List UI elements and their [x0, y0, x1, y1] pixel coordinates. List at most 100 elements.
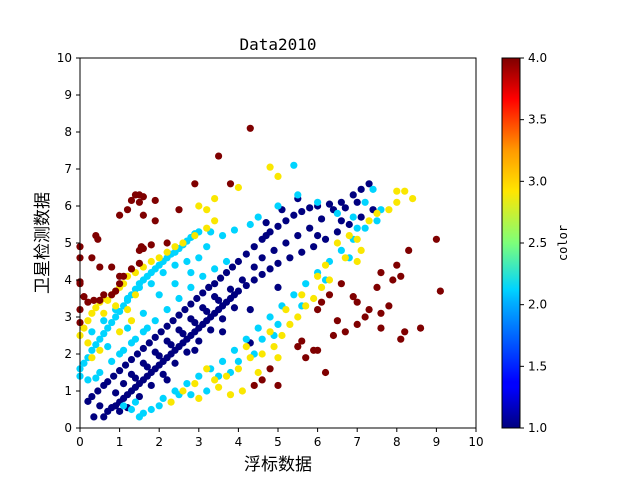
data-point-color-2	[211, 265, 219, 273]
data-point-color-2	[100, 317, 108, 325]
data-point-color-3	[409, 195, 417, 203]
data-point-color-3	[88, 354, 96, 362]
data-point-color-3	[286, 320, 294, 328]
x-tick-label: 8	[393, 435, 401, 449]
data-point-color-3	[246, 354, 254, 362]
data-point-color-4	[123, 206, 132, 214]
data-point-color-4	[147, 241, 155, 249]
data-point-color-1	[345, 220, 353, 229]
x-tick-label: 7	[353, 435, 361, 449]
data-point-color-3	[84, 317, 92, 325]
data-point-color-4	[385, 302, 393, 310]
data-point-color-2	[80, 359, 88, 367]
data-point-color-2	[218, 357, 227, 365]
data-point-color-4	[401, 328, 409, 336]
data-point-color-1	[151, 333, 159, 341]
data-point-color-4	[373, 283, 381, 291]
data-point-color-2	[127, 405, 136, 414]
data-point-color-3	[274, 172, 282, 180]
data-point-color-4	[337, 280, 345, 288]
data-point-color-2	[96, 368, 104, 377]
data-point-color-4	[250, 381, 258, 390]
data-point-color-1	[199, 304, 207, 312]
data-point-color-3	[357, 246, 365, 254]
data-point-color-2	[127, 339, 136, 347]
scatter-points	[76, 124, 444, 421]
data-point-color-2	[171, 280, 179, 288]
x-tick-label: 9	[433, 435, 441, 449]
data-point-color-2	[369, 185, 377, 193]
data-point-color-2	[108, 357, 116, 365]
data-point-color-2	[139, 309, 147, 317]
data-point-color-1	[187, 300, 195, 308]
data-point-color-1	[310, 243, 318, 251]
y-tick-label: 9	[64, 88, 72, 102]
x-tick-label: 5	[274, 435, 282, 449]
colorbar-tick-label: 2.5	[528, 236, 547, 250]
data-point-color-1	[321, 235, 330, 243]
data-point-color-1	[325, 200, 334, 208]
data-point-color-1	[151, 348, 159, 356]
data-point-color-3	[298, 291, 306, 299]
data-point-color-4	[116, 211, 124, 219]
data-point-color-2	[230, 226, 239, 234]
data-point-color-1	[169, 317, 177, 325]
data-point-color-3	[100, 309, 108, 317]
data-point-color-1	[286, 254, 294, 262]
data-point-color-1	[306, 204, 314, 212]
x-axis-label: 浮标数据	[244, 455, 312, 475]
data-point-color-2	[171, 261, 179, 269]
data-point-color-3	[345, 232, 353, 240]
data-point-color-3	[191, 232, 199, 240]
data-point-color-2	[333, 209, 341, 217]
data-point-color-2	[290, 161, 298, 169]
data-point-color-4	[108, 291, 116, 299]
data-point-color-1	[250, 263, 258, 271]
data-point-color-1	[365, 180, 373, 188]
data-point-color-2	[88, 328, 96, 336]
data-point-color-1	[171, 359, 179, 367]
data-point-color-3	[317, 283, 326, 291]
data-point-color-2	[258, 335, 266, 343]
data-point-color-3	[131, 291, 140, 299]
x-tick-label: 6	[314, 435, 322, 449]
data-point-color-4	[302, 354, 310, 362]
data-point-color-4	[274, 381, 282, 390]
data-point-color-1	[112, 389, 120, 397]
data-point-color-4	[314, 306, 322, 314]
data-point-color-1	[250, 276, 258, 284]
data-point-color-3	[195, 394, 203, 402]
data-point-color-1	[96, 402, 104, 410]
data-point-color-3	[310, 294, 318, 303]
data-point-color-1	[282, 239, 290, 247]
data-point-color-1	[159, 370, 167, 378]
data-point-color-3	[163, 248, 171, 256]
data-point-color-3	[84, 339, 92, 347]
data-point-color-3	[242, 343, 250, 351]
data-point-color-4	[191, 180, 199, 188]
data-point-color-4	[310, 346, 318, 354]
data-point-color-3	[167, 398, 175, 406]
data-point-color-4	[416, 324, 425, 332]
data-point-color-2	[274, 202, 282, 210]
data-point-color-1	[216, 274, 225, 282]
data-point-color-2	[159, 394, 167, 402]
y-tick-label: 5	[64, 236, 72, 250]
colorbar	[501, 57, 521, 429]
y-tick-label: 4	[64, 273, 72, 287]
data-point-color-1	[211, 280, 219, 288]
data-point-color-2	[218, 232, 227, 240]
data-point-color-1	[349, 191, 357, 199]
data-point-color-3	[294, 313, 302, 321]
data-point-color-1	[145, 339, 153, 347]
data-point-color-2	[147, 280, 155, 288]
data-point-color-4	[432, 235, 440, 243]
data-point-color-1	[228, 263, 237, 271]
data-point-color-2	[222, 257, 231, 266]
data-point-color-3	[215, 383, 223, 391]
data-point-color-2	[266, 313, 274, 321]
data-point-color-1	[175, 311, 183, 319]
data-point-color-1	[250, 243, 258, 251]
data-point-color-4	[436, 287, 444, 295]
data-point-color-2	[183, 380, 191, 388]
